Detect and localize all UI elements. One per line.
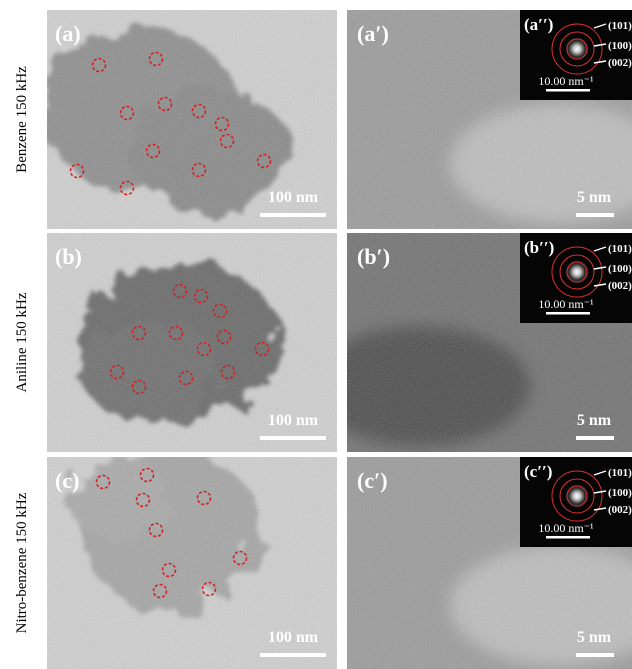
inset-scale-label: 10.00 nm⁻¹ [538,74,594,88]
scale-bar [260,653,326,657]
ring-label: (101) [608,243,632,255]
panel-row: Nitro-benzene 150 kHz (c) 100 nm (c′) 5 nm (c… [14,450,632,669]
inset-scale-bar [546,536,590,539]
row-label: Aniline 150 kHz [14,292,30,392]
panel-row: Benzene 150 kHz (a) 100 nm (a′) 5 nm (a′′) (10… [14,10,632,229]
inset-tag: (b′′) [524,238,554,257]
panel-tag: (a′) [357,21,389,46]
panel-tag: (c′) [357,468,388,493]
scale-label: 5 nm [577,189,612,206]
inset-scale-label: 10.00 nm⁻¹ [538,297,594,311]
diffraction-spot [564,259,590,285]
scale-bar [576,436,614,440]
ring-label: (100) [608,263,632,275]
saed-inset: (c′′) (101) (100) (002) 10.00 nm⁻¹ [520,457,632,547]
row-label: Nitro-benzene 150 kHz [14,492,30,633]
figure: Benzene 150 kHz (a) 100 nm (a′) 5 nm (a′′) (10… [0,0,632,669]
panel-row: Aniline 150 kHz (b) 100 nm (b′) 5 nm (b′′) (10… [14,233,632,452]
inset-tag: (c′′) [524,462,552,481]
diffraction-spot [564,36,590,62]
inset-tag: (a′′) [524,15,553,34]
inset-scale-bar [546,312,590,315]
scale-label: 100 nm [268,189,319,206]
scale-label: 5 nm [577,629,612,646]
scale-bar [576,653,614,657]
scale-label: 100 nm [268,629,319,646]
panel-tag: (a) [55,21,81,46]
inset-scale-bar [546,89,590,92]
ring-label: (002) [608,504,632,516]
panel-tag: (b) [55,244,82,269]
ring-label: (101) [608,20,632,32]
ring-label: (002) [608,57,632,69]
ring-label: (101) [608,467,632,479]
ring-label: (100) [608,487,632,499]
scale-label: 5 nm [577,412,612,429]
row-label: Benzene 150 kHz [14,66,30,173]
saed-inset: (a′′) (101) (100) (002) 10.00 nm⁻¹ [520,10,632,100]
panel-tag: (c) [55,468,79,493]
saed-inset: (b′′) (101) (100) (002) 10.00 nm⁻¹ [520,233,632,323]
diffraction-spot [564,483,590,509]
ring-label: (100) [608,40,632,52]
panel-tag: (b′) [357,244,390,269]
inset-scale-label: 10.00 nm⁻¹ [538,521,594,535]
scale-label: 100 nm [268,412,319,429]
ring-label: (002) [608,280,632,292]
scale-bar [260,436,326,440]
scale-bar [260,213,326,217]
scale-bar [576,213,614,217]
